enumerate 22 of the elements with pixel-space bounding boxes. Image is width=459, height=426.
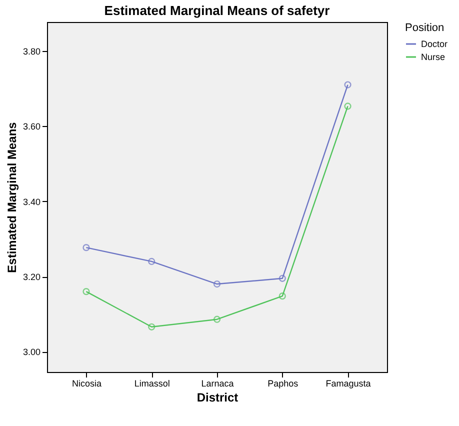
x-tick-label: Larnaca — [201, 378, 234, 388]
point — [148, 323, 156, 330]
y-tick-label: 3.60 — [22, 122, 40, 132]
legend-label: Doctor — [421, 39, 448, 49]
chart-title: Estimated Marginal Means of safetyr — [104, 3, 330, 18]
legend-title: Position — [405, 22, 444, 34]
x-axis-title: District — [196, 390, 238, 404]
point — [148, 258, 156, 266]
point — [213, 316, 221, 323]
x-tick-label: Paphos — [268, 378, 299, 388]
x-tick-label: Famagusta — [326, 378, 371, 388]
y-tick-label: 3.40 — [22, 196, 40, 207]
y-tick-label: 3.80 — [22, 46, 40, 56]
y-axis-title: Estimated Marginal Means — [4, 122, 19, 273]
point — [213, 280, 221, 288]
point — [278, 274, 286, 282]
y-tick-label: 3.20 — [22, 272, 40, 282]
x-tick-label: Limassol — [134, 378, 170, 388]
point — [278, 292, 286, 300]
x-tick-label: Nicosia — [72, 378, 102, 388]
y-tick-label: 3.00 — [22, 347, 40, 358]
legend-label: Nurse — [421, 52, 446, 62]
